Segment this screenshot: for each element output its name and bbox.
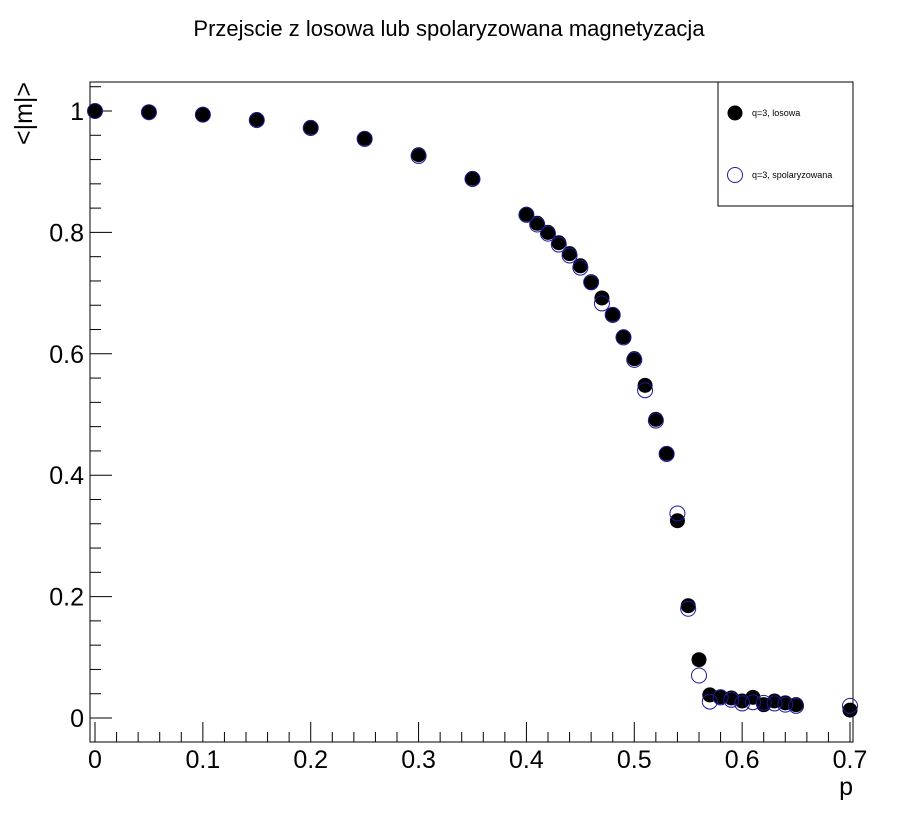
point-spolaryzowana (734, 695, 751, 712)
x-tick-label: 0.2 (293, 746, 328, 774)
point-losowa (583, 275, 599, 291)
x-tick-label: 0.7 (833, 746, 868, 774)
point-losowa (691, 652, 707, 668)
x-tick-label: 0.5 (617, 746, 652, 774)
y-axis-tick-labels: 0 0.2 0.4 0.6 0.8 1 (49, 98, 84, 733)
point-losowa (551, 235, 567, 251)
point-losowa (518, 206, 534, 222)
point-spolaryzowana (647, 412, 664, 429)
point-spolaryzowana (788, 697, 805, 714)
point-losowa (303, 119, 319, 135)
point-losowa (87, 103, 103, 119)
point-spolaryzowana (701, 693, 718, 710)
y-tick-label: 0 (70, 705, 84, 733)
point-spolaryzowana (690, 667, 707, 684)
point-losowa (195, 107, 211, 123)
y-tick-label: 0.8 (49, 219, 84, 247)
point-losowa (605, 306, 621, 322)
y-tick-label: 0.4 (49, 462, 84, 490)
point-losowa (680, 598, 696, 614)
point-spolaryzowana (87, 103, 103, 119)
point-spolaryzowana (637, 382, 654, 399)
point-spolaryzowana (744, 694, 761, 711)
point-spolaryzowana (593, 295, 610, 312)
point-losowa (540, 224, 556, 240)
point-spolaryzowana (410, 147, 427, 164)
x-tick-label: 0 (88, 746, 102, 774)
x-tick-label: 0.4 (509, 746, 544, 774)
point-spolaryzowana (248, 112, 265, 129)
x-tick-label: 0.3 (401, 746, 436, 774)
point-spolaryzowana (766, 695, 783, 712)
point-spolaryzowana (626, 351, 643, 368)
x-axis-tick-labels: 0 0.1 0.2 0.3 0.4 0.5 0.6 0.7 (88, 746, 867, 774)
legend-label-losowa: q=3, losowa (752, 108, 800, 118)
y-axis-ticks (90, 86, 112, 719)
point-losowa (357, 130, 373, 146)
point-losowa (249, 111, 265, 127)
point-spolaryzowana (194, 106, 211, 123)
point-losowa (615, 329, 631, 345)
point-losowa (141, 104, 157, 120)
x-axis-ticks (94, 722, 851, 742)
point-spolaryzowana (464, 170, 481, 187)
point-spolaryzowana (140, 104, 157, 121)
legend-marker-spolaryzowana (727, 167, 743, 183)
y-axis-label: <|m|> (10, 82, 38, 145)
point-spolaryzowana (550, 236, 567, 253)
point-spolaryzowana (712, 689, 729, 706)
point-losowa (594, 290, 610, 306)
series-spolaryzowana (87, 103, 858, 714)
legend-marker-losowa (727, 105, 743, 121)
point-losowa (648, 411, 664, 427)
point-losowa (626, 351, 642, 367)
point-spolaryzowana (658, 445, 675, 462)
y-tick-label: 0.2 (49, 584, 84, 612)
point-spolaryzowana (755, 694, 772, 711)
point-spolaryzowana (356, 130, 373, 147)
point-losowa (659, 445, 675, 461)
point-spolaryzowana (723, 691, 740, 708)
legend-box (717, 81, 854, 207)
chart-title: Przejscie z losowa lub spolaryzowana mag… (193, 16, 705, 41)
y-tick-label: 0.6 (49, 341, 84, 369)
point-spolaryzowana (539, 225, 556, 242)
point-spolaryzowana (529, 216, 546, 233)
point-losowa (411, 147, 427, 163)
point-spolaryzowana (518, 206, 535, 223)
point-losowa (529, 215, 545, 231)
point-losowa (464, 170, 480, 186)
legend-label-spolaryzowana: q=3, spolaryzowana (752, 170, 832, 180)
plot-frame (89, 81, 854, 743)
point-losowa (637, 377, 653, 393)
x-tick-label: 0.1 (185, 746, 220, 774)
point-spolaryzowana (841, 697, 858, 714)
point-spolaryzowana (604, 306, 621, 323)
legend: q=3, losowa q=3, spolaryzowana (717, 81, 854, 207)
y-tick-label: 1 (70, 98, 84, 126)
point-spolaryzowana (572, 259, 589, 276)
point-spolaryzowana (302, 119, 319, 136)
point-losowa (842, 702, 858, 718)
point-losowa (562, 246, 578, 262)
point-spolaryzowana (615, 329, 632, 346)
point-spolaryzowana (561, 247, 578, 264)
point-spolaryzowana (680, 600, 697, 617)
point-spolaryzowana (669, 505, 686, 522)
point-spolaryzowana (777, 696, 794, 713)
point-spolaryzowana (583, 274, 600, 291)
x-tick-label: 0.6 (725, 746, 760, 774)
point-losowa (572, 258, 588, 274)
x-axis-label: p (839, 773, 853, 801)
